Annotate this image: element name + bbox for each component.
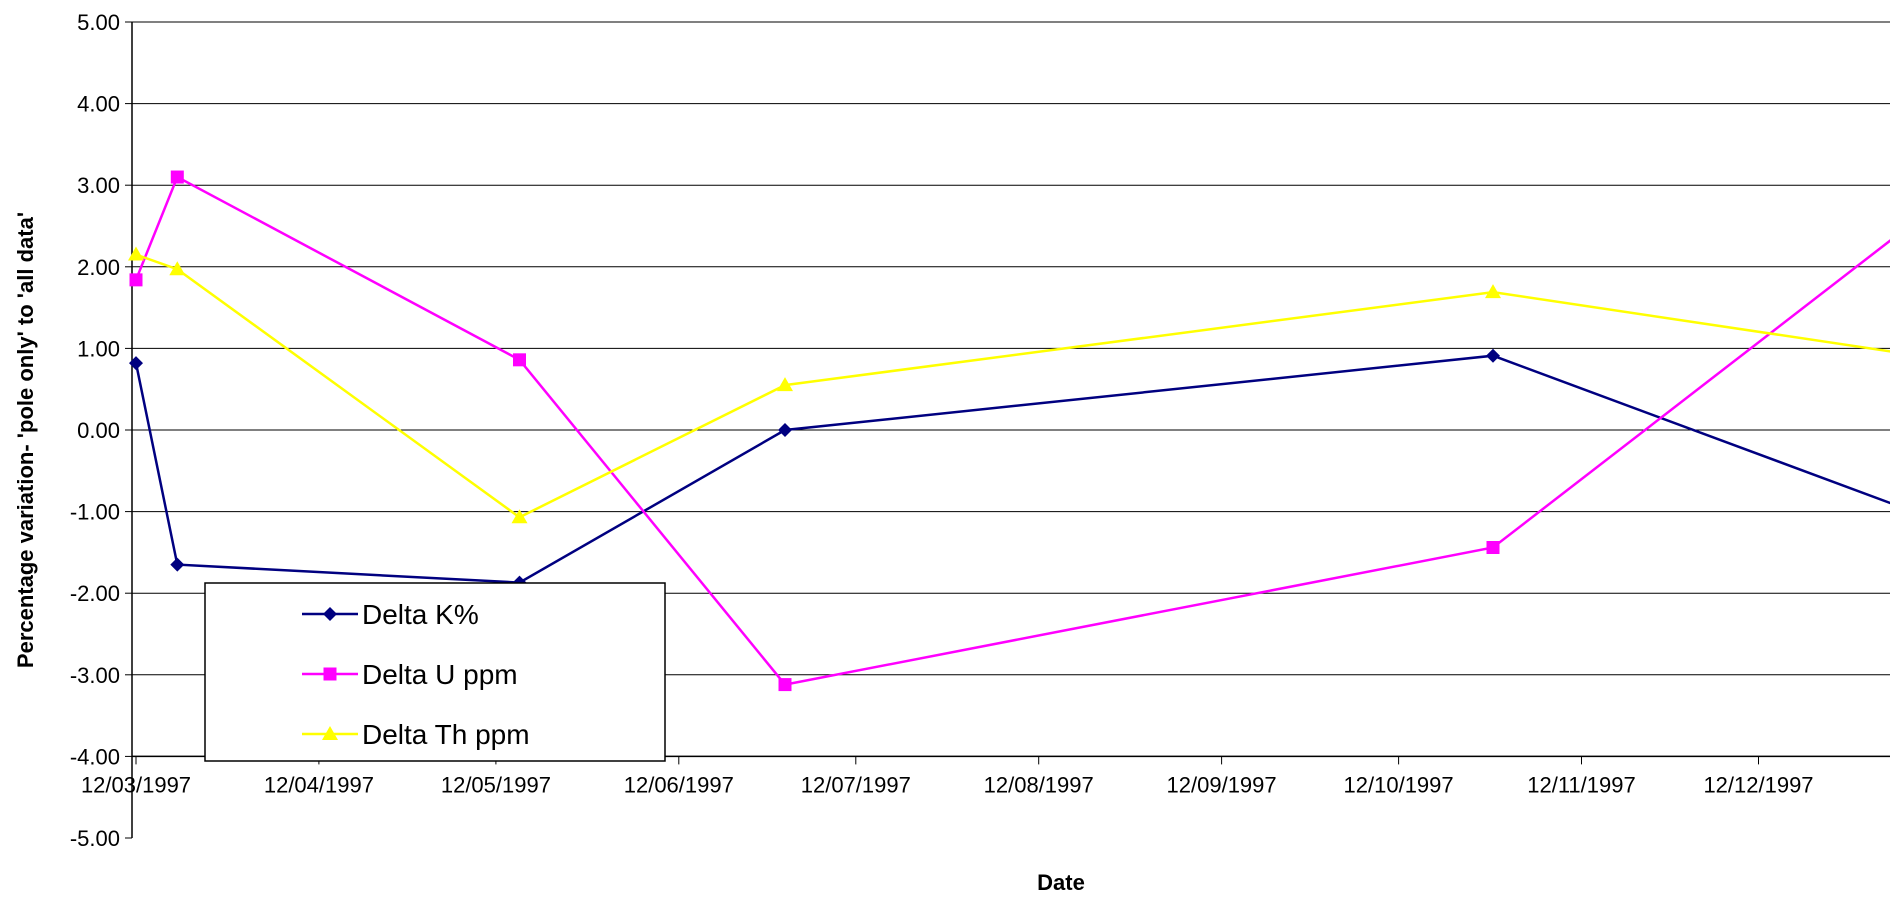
series-line-2 (135, 253, 1890, 519)
x-tick-label: 12/04/1997 (264, 772, 374, 797)
x-tick-label: 12/03/1997 (81, 772, 191, 797)
x-tick-label: 12/09/1997 (1167, 772, 1277, 797)
series-2-point (128, 246, 144, 261)
series-2-point (777, 377, 793, 392)
y-tick-label: -3.00 (70, 663, 120, 688)
series-1-point (1486, 541, 1500, 555)
y-tick-label: -5.00 (70, 826, 120, 851)
series-2-point (511, 509, 528, 524)
y-tick-label: 2.00 (77, 255, 120, 280)
x-tick-label: 12/11/1997 (1527, 772, 1635, 797)
legend-swatch-marker (323, 607, 337, 621)
series-0-point (129, 356, 143, 371)
series-1-point (513, 353, 526, 367)
y-tick-label: 0.00 (77, 418, 120, 443)
x-tick-label: 12/08/1997 (984, 772, 1094, 797)
y-tick-label: -2.00 (70, 581, 120, 606)
y-tick-label: -4.00 (70, 744, 120, 769)
legend-swatch-marker (322, 726, 338, 740)
y-tick-label: 1.00 (77, 336, 120, 361)
series-line-0 (134, 354, 1890, 584)
x-tick-label: 12/10/1997 (1344, 772, 1454, 797)
y-axis-title: Percentage variation- 'pole only' to 'al… (13, 212, 38, 668)
series-1-point (170, 170, 184, 184)
y-tick-label: 4.00 (77, 92, 120, 117)
y-tick-label: 3.00 (77, 173, 120, 198)
legend-label: Delta U ppm (362, 659, 518, 690)
x-tick-label: 12/06/1997 (624, 772, 734, 797)
legend-label: Delta Th ppm (362, 719, 530, 750)
legend-box (204, 582, 666, 762)
series-0-point (778, 423, 792, 437)
series-1-point (129, 273, 143, 287)
series-0-point (170, 557, 185, 572)
y-tick-label: -1.00 (70, 500, 120, 525)
series-2-point (169, 261, 186, 276)
series-2-point (1485, 284, 1501, 299)
x-tick-label: 12/07/1997 (801, 772, 911, 797)
x-axis-title: Date (1037, 870, 1085, 895)
series-line-1 (134, 175, 1890, 686)
x-tick-label: 12/12/1997 (1703, 772, 1813, 797)
series-1-point (778, 678, 792, 692)
y-tick-label: 5.00 (77, 10, 120, 35)
series-0-point (1486, 348, 1500, 363)
x-tick-label: 12/05/1997 (441, 772, 551, 797)
legend-swatch-marker (323, 667, 337, 681)
legend-label: Delta K% (362, 599, 479, 630)
